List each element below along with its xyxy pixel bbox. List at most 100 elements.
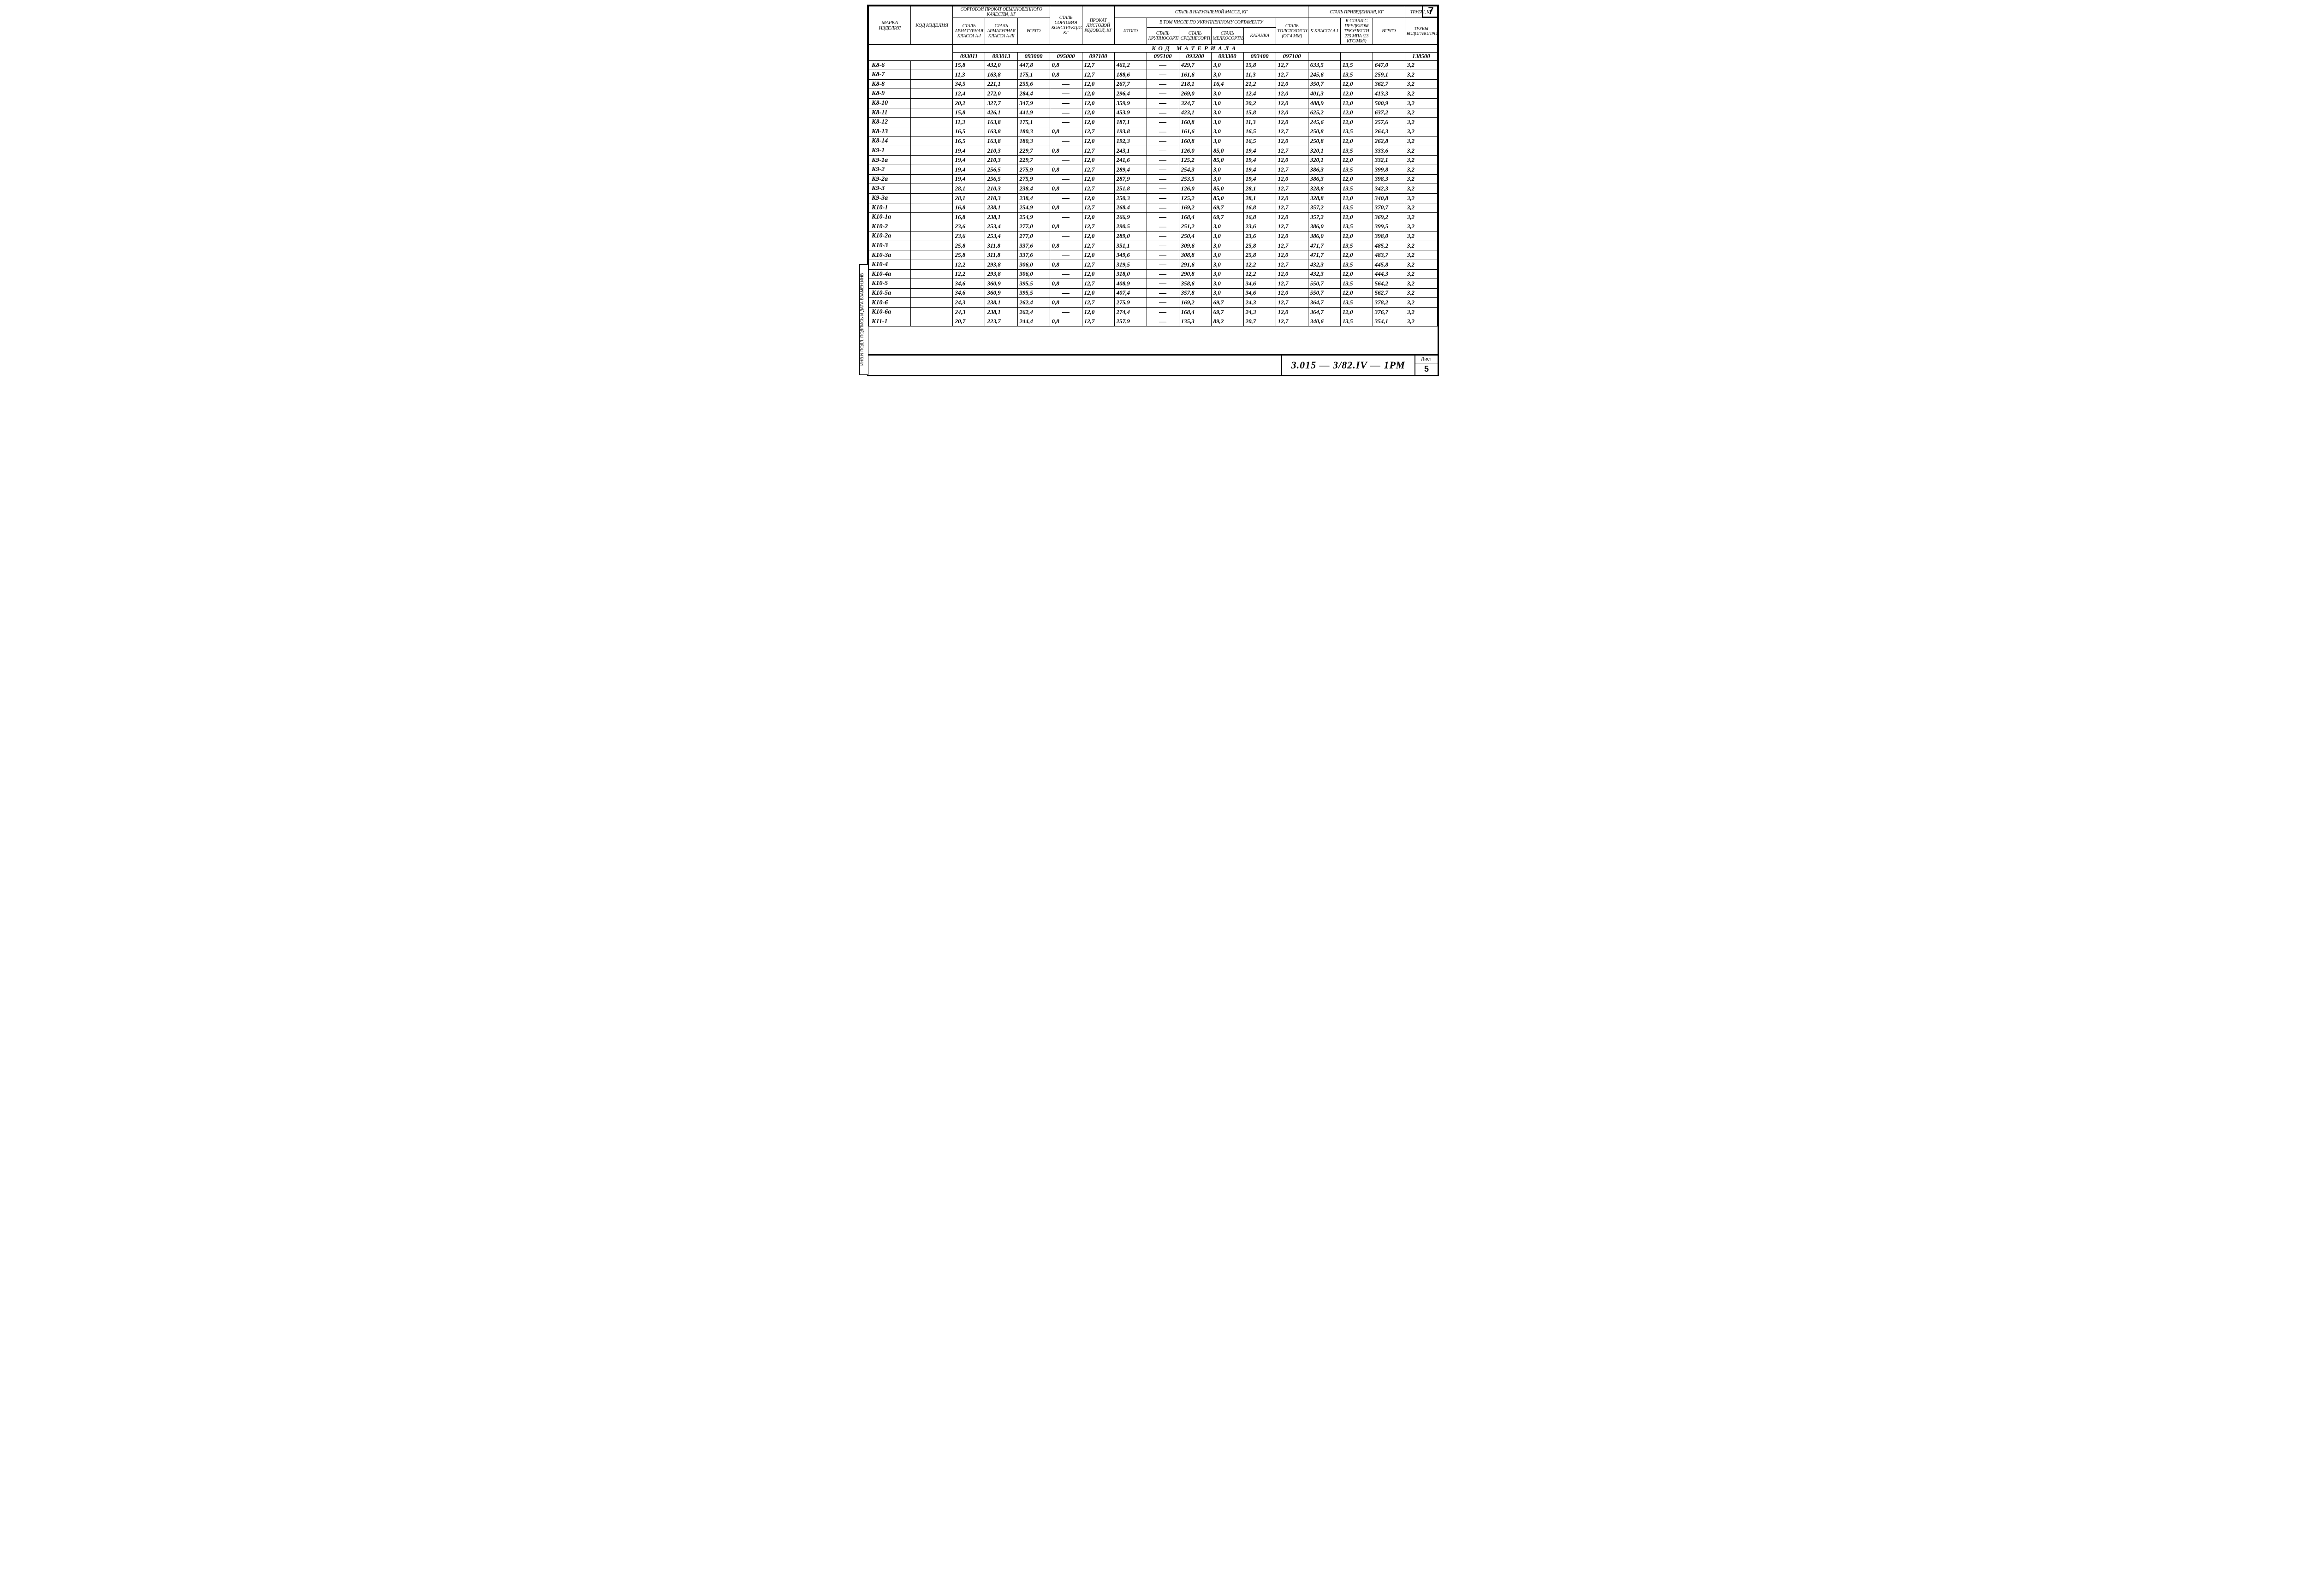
value-cell: 3,2: [1405, 279, 1437, 289]
value-cell: 386,0: [1308, 222, 1340, 231]
value-cell: 311,8: [985, 241, 1017, 250]
value-cell: 386,3: [1308, 174, 1340, 184]
value-cell: 12,0: [1082, 213, 1114, 222]
value-cell: —: [1050, 155, 1082, 165]
row-id: К10-3: [869, 241, 911, 250]
row-id: К10-6а: [869, 308, 911, 317]
value-cell: 12,7: [1276, 184, 1308, 194]
value-cell: 16,8: [953, 213, 985, 222]
value-cell: 3,0: [1211, 279, 1243, 289]
value-cell: —: [1147, 155, 1179, 165]
value-cell: 25,8: [1243, 241, 1276, 250]
value-cell: 275,9: [1017, 165, 1050, 175]
value-cell: 3,0: [1211, 127, 1243, 136]
value-cell: 175,1: [1017, 118, 1050, 127]
value-cell: 24,3: [953, 298, 985, 308]
value-cell: 364,7: [1308, 298, 1340, 308]
value-cell: 12,2: [953, 260, 985, 270]
drawing-sheet: 7 ИНВ.N ПОДЛ. ПОДПИСЬ И ДАТА ВЗАМЕН.ИНВ …: [867, 5, 1439, 376]
value-cell: 625,2: [1308, 108, 1340, 118]
value-cell: 12,7: [1276, 241, 1308, 250]
value-cell: 12,7: [1082, 222, 1114, 231]
value-cell: 16,8: [1243, 213, 1276, 222]
value-cell: 34,6: [1243, 279, 1276, 289]
hdr-k-predelu: К стали с пределом текучести 225 МПа (23…: [1340, 18, 1373, 45]
value-cell: 19,4: [1243, 174, 1276, 184]
hdr-melko: Сталь мелкосортная: [1211, 27, 1243, 44]
value-cell: —: [1050, 108, 1082, 118]
value-cell: 259,1: [1373, 70, 1405, 80]
drawing-number: 3.015 — 3/82.IV — 1РМ: [1281, 356, 1415, 375]
value-cell: 274,4: [1114, 308, 1147, 317]
row-id: К8-13: [869, 127, 911, 136]
value-cell: 3,2: [1405, 317, 1437, 326]
value-cell: 11,3: [953, 118, 985, 127]
row-kod-empty: [911, 184, 953, 194]
row-id: К8-11: [869, 108, 911, 118]
value-cell: 3,0: [1211, 89, 1243, 99]
value-cell: 0,8: [1050, 260, 1082, 270]
value-cell: 160,8: [1179, 118, 1211, 127]
table-row: К10-4а12,2293,8306,0—12,0318,0—290,83,01…: [869, 269, 1438, 279]
value-cell: 13,5: [1340, 127, 1373, 136]
value-cell: 13,5: [1340, 146, 1373, 155]
value-cell: —: [1050, 136, 1082, 146]
value-cell: 12,0: [1082, 89, 1114, 99]
value-cell: 311,8: [985, 250, 1017, 260]
value-cell: 337,6: [1017, 250, 1050, 260]
table-header: Марка изделия Код изделия Сортовой прока…: [869, 6, 1438, 61]
row-kod-empty: [911, 317, 953, 326]
value-cell: 3,2: [1405, 193, 1437, 203]
value-cell: —: [1050, 250, 1082, 260]
row-id: К9-3а: [869, 193, 911, 203]
value-cell: 135,3: [1179, 317, 1211, 326]
value-cell: 69,7: [1211, 203, 1243, 213]
value-cell: 238,1: [985, 203, 1017, 213]
value-cell: 432,3: [1308, 260, 1340, 270]
value-cell: 161,6: [1179, 70, 1211, 80]
value-cell: 3,0: [1211, 98, 1243, 108]
value-cell: 309,6: [1179, 241, 1211, 250]
value-cell: 19,4: [1243, 146, 1276, 155]
value-cell: 23,6: [953, 231, 985, 241]
value-cell: 28,1: [953, 193, 985, 203]
value-cell: 24,3: [953, 308, 985, 317]
hdr-marka: Марка изделия: [869, 6, 911, 45]
value-cell: 15,8: [953, 108, 985, 118]
value-cell: 262,8: [1373, 136, 1405, 146]
value-cell: 244,4: [1017, 317, 1050, 326]
value-cell: 0,8: [1050, 203, 1082, 213]
value-cell: 340,8: [1373, 193, 1405, 203]
value-cell: 268,4: [1114, 203, 1147, 213]
value-cell: 267,7: [1114, 79, 1147, 89]
row-id: К11-1: [869, 317, 911, 326]
value-cell: 327,7: [985, 98, 1017, 108]
value-cell: 3,2: [1405, 269, 1437, 279]
hdr-itogo: Итого: [1114, 18, 1147, 45]
hdr-prokat-list: Прокат листовой рядовой, кг: [1082, 6, 1114, 45]
value-cell: 275,9: [1017, 174, 1050, 184]
row-kod-empty: [911, 298, 953, 308]
value-cell: 266,9: [1114, 213, 1147, 222]
value-cell: 16,5: [953, 127, 985, 136]
value-cell: 24,3: [1243, 298, 1276, 308]
table-body: К8-615,8432,0447,80,812,7461,2—429,73,01…: [869, 60, 1438, 326]
value-cell: —: [1147, 60, 1179, 70]
value-cell: 16,4: [1211, 79, 1243, 89]
value-cell: 357,8: [1179, 288, 1211, 298]
value-cell: —: [1050, 174, 1082, 184]
table-row: К10-2а23,6253,4277,0—12,0289,0—250,43,02…: [869, 231, 1438, 241]
value-cell: 564,2: [1373, 279, 1405, 289]
value-cell: 250,4: [1179, 231, 1211, 241]
value-cell: 218,1: [1179, 79, 1211, 89]
value-cell: 359,9: [1114, 98, 1147, 108]
value-cell: 337,6: [1017, 241, 1050, 250]
value-cell: —: [1147, 231, 1179, 241]
code-row: 0930110930130930000950000971000951000932…: [869, 53, 1438, 60]
value-cell: 293,8: [985, 260, 1017, 270]
value-cell: 360,9: [985, 288, 1017, 298]
material-code: 097100: [1082, 53, 1114, 60]
value-cell: 3,2: [1405, 127, 1437, 136]
value-cell: 12,0: [1276, 288, 1308, 298]
table-row: К8-834,5221,1255,6—12,0267,7—218,116,421…: [869, 79, 1438, 89]
